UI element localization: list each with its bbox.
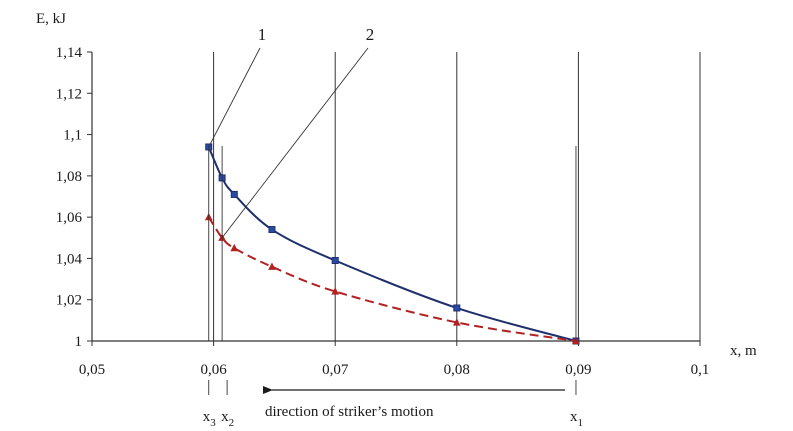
callout-leader-1 <box>208 47 261 148</box>
y-tick-label: 1,08 <box>56 169 82 185</box>
data-point <box>230 190 238 198</box>
series-line-1 <box>207 146 577 342</box>
x-tick-label: 0,1 <box>691 362 710 378</box>
x-marker-subscript: 2 <box>229 417 235 429</box>
grid-lines <box>213 52 701 341</box>
series <box>204 143 580 345</box>
x-markers: x3 x2 x1 <box>203 146 583 429</box>
data-point <box>268 226 276 234</box>
x-marker-symbol: x <box>221 409 229 425</box>
callout-leader-2 <box>221 47 369 239</box>
axes <box>87 51 701 346</box>
data-point <box>453 304 461 312</box>
y-tick-label: 1,06 <box>56 210 83 226</box>
x-marker-symbol: x <box>203 409 211 425</box>
x-marker-subscript: 3 <box>210 417 216 429</box>
series-1 <box>205 143 580 345</box>
direction-annotation: direction of striker’s motion <box>265 404 434 420</box>
x-tick-label: 0,07 <box>322 362 349 378</box>
data-point <box>452 318 461 326</box>
y-tick-label: 1,1 <box>63 128 82 144</box>
y-tick-label: 1,02 <box>56 293 82 309</box>
data-point <box>268 262 276 270</box>
data-point <box>331 287 340 295</box>
x-marker-label: x2 <box>221 409 234 429</box>
x-axis-label: x, m <box>730 343 757 359</box>
x-marker-symbol: x <box>570 409 578 425</box>
x-marker-label: x1 <box>570 409 583 429</box>
y-tick-label: 1 <box>75 334 83 350</box>
x-marker-label: x3 <box>203 409 217 429</box>
y-tick-label: 1,14 <box>56 45 83 61</box>
series-line-2 <box>207 216 577 342</box>
callout-label-2: 2 <box>366 25 375 44</box>
callout-label-1: 1 <box>258 25 267 44</box>
data-point <box>331 256 339 264</box>
x-tick-label: 0,08 <box>444 362 470 378</box>
x-tick-label: 0,06 <box>200 362 227 378</box>
series-2 <box>204 212 580 345</box>
y-tick-label: 1,04 <box>56 251 83 267</box>
data-point <box>230 243 239 252</box>
y-tick-label: 1,12 <box>56 86 82 102</box>
x-tick-label: 0,05 <box>79 362 105 378</box>
x-marker-subscript: 1 <box>577 417 583 429</box>
y-tick-labels: 1 1,02 1,04 1,06 1,08 1,1 1,12 1,14 <box>56 45 83 350</box>
x-tick-label: 0,09 <box>565 362 591 378</box>
x-tick-labels: 0,05 0,06 0,07 0,08 0,09 0,1 <box>79 362 710 378</box>
y-axis-label: E, kJ <box>36 11 66 27</box>
